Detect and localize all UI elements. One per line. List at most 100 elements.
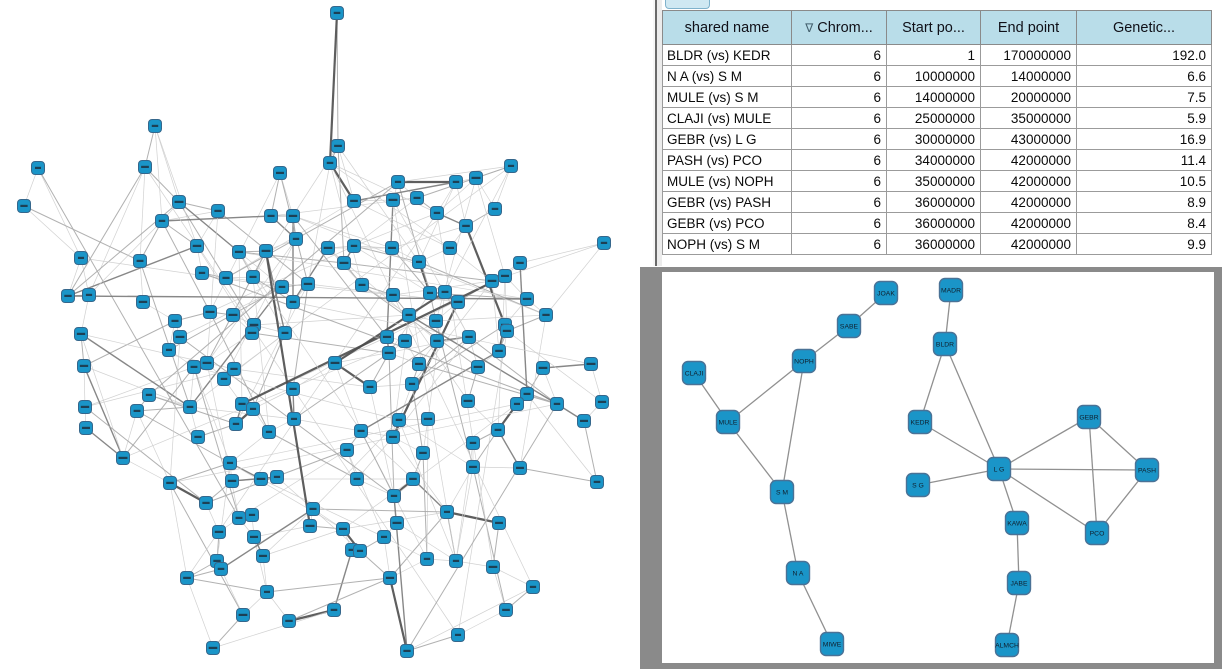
edge-MULE-S M[interactable] bbox=[727, 421, 783, 493]
edge-S M-N A[interactable] bbox=[781, 491, 799, 574]
network-node[interactable] bbox=[377, 530, 391, 544]
network-node[interactable] bbox=[340, 443, 354, 457]
network-node[interactable] bbox=[203, 305, 217, 319]
network-node[interactable] bbox=[328, 356, 342, 370]
network-node[interactable] bbox=[77, 359, 91, 373]
network-node[interactable] bbox=[354, 424, 368, 438]
network-node[interactable] bbox=[306, 502, 320, 516]
network-node[interactable] bbox=[499, 603, 513, 617]
network-node[interactable] bbox=[498, 269, 512, 283]
network-node[interactable] bbox=[577, 414, 591, 428]
network-node[interactable] bbox=[386, 430, 400, 444]
network-node[interactable] bbox=[232, 245, 246, 259]
network-node[interactable] bbox=[163, 476, 177, 490]
column-header-chromosome[interactable]: ∇ Chrom... bbox=[791, 10, 887, 45]
node-JABE[interactable]: JABE bbox=[1006, 570, 1032, 596]
network-node[interactable] bbox=[385, 241, 399, 255]
network-node[interactable] bbox=[282, 614, 296, 628]
network-node[interactable] bbox=[321, 241, 335, 255]
column-header-start-point[interactable]: Start po... bbox=[886, 10, 981, 45]
network-node[interactable] bbox=[380, 330, 394, 344]
network-node[interactable] bbox=[386, 288, 400, 302]
network-node[interactable] bbox=[513, 256, 527, 270]
network-node[interactable] bbox=[383, 571, 397, 585]
edge-GEBR-PCO[interactable] bbox=[1088, 416, 1098, 534]
network-node[interactable] bbox=[116, 451, 130, 465]
network-node[interactable] bbox=[526, 580, 540, 594]
network-node[interactable] bbox=[187, 360, 201, 374]
network-node[interactable] bbox=[492, 516, 506, 530]
node-S G[interactable]: S G bbox=[905, 472, 931, 498]
network-node[interactable] bbox=[275, 280, 289, 294]
network-node[interactable] bbox=[286, 295, 300, 309]
column-header-genetic[interactable]: Genetic... bbox=[1076, 10, 1212, 45]
network-node[interactable] bbox=[191, 430, 205, 444]
network-node[interactable] bbox=[330, 6, 344, 20]
network-node[interactable] bbox=[486, 560, 500, 574]
network-node[interactable] bbox=[303, 519, 317, 533]
node-BLDR[interactable]: BLDR bbox=[932, 331, 958, 357]
network-node[interactable] bbox=[347, 239, 361, 253]
network-node[interactable] bbox=[286, 209, 300, 223]
network-node[interactable] bbox=[430, 206, 444, 220]
network-node[interactable] bbox=[492, 344, 506, 358]
network-node[interactable] bbox=[391, 175, 405, 189]
network-node[interactable] bbox=[212, 525, 226, 539]
node-NOPH[interactable]: NOPH bbox=[791, 348, 817, 374]
table-row[interactable]: PASH (vs) PCO 6 34000000 42000000 11.4 bbox=[662, 149, 1212, 171]
network-node[interactable] bbox=[138, 160, 152, 174]
edge-NOPH-S M[interactable] bbox=[781, 360, 805, 493]
network-node[interactable] bbox=[336, 522, 350, 536]
network-node[interactable] bbox=[289, 232, 303, 246]
network-node[interactable] bbox=[327, 603, 341, 617]
node-PASH[interactable]: PASH bbox=[1134, 457, 1160, 483]
network-node[interactable] bbox=[449, 554, 463, 568]
network-node[interactable] bbox=[466, 436, 480, 450]
network-node[interactable] bbox=[520, 387, 534, 401]
network-node[interactable] bbox=[449, 175, 463, 189]
node-KAWA[interactable]: KAWA bbox=[1004, 510, 1030, 536]
network-node[interactable] bbox=[180, 571, 194, 585]
network-node[interactable] bbox=[31, 161, 45, 175]
network-node[interactable] bbox=[61, 289, 75, 303]
table-row[interactable]: GEBR (vs) PASH 6 36000000 42000000 8.9 bbox=[662, 191, 1212, 213]
panel-tab-stub[interactable] bbox=[665, 0, 710, 9]
network-node[interactable] bbox=[130, 404, 144, 418]
network-node[interactable] bbox=[459, 219, 473, 233]
table-row[interactable]: N A (vs) S M 6 10000000 14000000 6.6 bbox=[662, 65, 1212, 87]
table-row[interactable]: GEBR (vs) PCO 6 36000000 42000000 8.4 bbox=[662, 212, 1212, 234]
node-GEBR[interactable]: GEBR bbox=[1076, 404, 1102, 430]
node-MIWE[interactable]: MIWE bbox=[819, 631, 845, 657]
network-node[interactable] bbox=[264, 209, 278, 223]
network-node[interactable] bbox=[443, 241, 457, 255]
node-JOAK[interactable]: JOAK bbox=[873, 280, 899, 306]
network-node[interactable] bbox=[500, 324, 514, 338]
network-node[interactable] bbox=[451, 295, 465, 309]
network-node[interactable] bbox=[206, 641, 220, 655]
column-header-shared-name[interactable]: shared name bbox=[662, 10, 792, 45]
table-row[interactable]: GEBR (vs) L G 6 30000000 43000000 16.9 bbox=[662, 128, 1212, 150]
edge-L G-PASH[interactable] bbox=[998, 468, 1148, 471]
network-node[interactable] bbox=[590, 475, 604, 489]
network-node[interactable] bbox=[74, 251, 88, 265]
edge-L G-GEBR[interactable] bbox=[998, 416, 1090, 470]
network-node[interactable] bbox=[595, 395, 609, 409]
big-network-view[interactable] bbox=[0, 0, 640, 669]
network-node[interactable] bbox=[217, 372, 231, 386]
network-node[interactable] bbox=[278, 326, 292, 340]
network-node[interactable] bbox=[430, 334, 444, 348]
network-node[interactable] bbox=[451, 628, 465, 642]
edge-BLDR-L G[interactable] bbox=[944, 343, 1000, 470]
node-L G[interactable]: L G bbox=[986, 456, 1012, 482]
edge-KEDR-L G[interactable] bbox=[919, 421, 1000, 470]
network-node[interactable] bbox=[461, 394, 475, 408]
network-node[interactable] bbox=[420, 552, 434, 566]
network-node[interactable] bbox=[400, 644, 414, 658]
node-N A[interactable]: N A bbox=[785, 560, 811, 586]
network-node[interactable] bbox=[429, 314, 443, 328]
network-node[interactable] bbox=[200, 356, 214, 370]
node-ALMCH[interactable]: ALMCH bbox=[994, 632, 1020, 658]
network-node[interactable] bbox=[402, 308, 416, 322]
network-node[interactable] bbox=[353, 544, 367, 558]
edge-L G-PCO[interactable] bbox=[998, 468, 1098, 534]
